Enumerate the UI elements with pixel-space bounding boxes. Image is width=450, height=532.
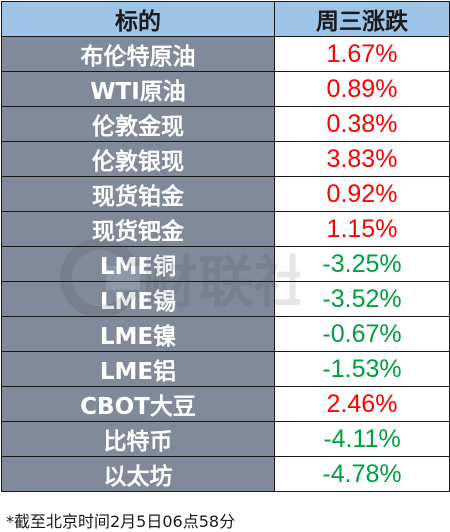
- header-wednesday-change: 周三涨跌: [274, 1, 450, 37]
- table-row: WTI原油 0.89%: [1, 71, 450, 107]
- asset-name: 伦敦金现: [1, 106, 275, 142]
- table-row: 伦敦银现 3.83%: [1, 141, 450, 177]
- table-row: 比特币 -4.11%: [1, 421, 450, 457]
- change-value: 2.46%: [274, 386, 450, 422]
- asset-name: LME镍: [1, 316, 275, 352]
- asset-name: 现货钯金: [1, 211, 275, 247]
- asset-name: 比特币: [1, 421, 275, 457]
- change-value: 1.67%: [274, 36, 450, 72]
- table-row: LME铝 -1.53%: [1, 351, 450, 387]
- asset-name: 现货铂金: [1, 176, 275, 212]
- change-value: 3.83%: [274, 141, 450, 177]
- asset-name: LME锡: [1, 281, 275, 317]
- table-row: CBOT大豆 2.46%: [1, 386, 450, 422]
- table-row: 布伦特原油 1.67%: [1, 36, 450, 72]
- table-row: LME镍 -0.67%: [1, 316, 450, 352]
- asset-name: 布伦特原油: [1, 36, 275, 72]
- change-value: 0.38%: [274, 106, 450, 142]
- asset-name: WTI原油: [1, 71, 275, 107]
- change-value: -4.78%: [274, 456, 450, 492]
- table-row: 伦敦金现 0.38%: [1, 106, 450, 142]
- table-row: 现货铂金 0.92%: [1, 176, 450, 212]
- table-row: 以太坊 -4.78%: [1, 456, 450, 492]
- footnote: *截至北京时间2月5日06点58分: [6, 512, 236, 531]
- change-value: 1.15%: [274, 211, 450, 247]
- asset-name: LME铝: [1, 351, 275, 387]
- change-value: 0.89%: [274, 71, 450, 107]
- header-row: 标的 周三涨跌: [1, 1, 450, 37]
- asset-name: LME铜: [1, 246, 275, 282]
- asset-name: 以太坊: [1, 456, 275, 492]
- change-value: -0.67%: [274, 316, 450, 352]
- price-change-table: 标的 周三涨跌 布伦特原油 1.67% WTI原油 0.89% 伦敦金现 0.38% 伦敦银…: [1, 1, 450, 492]
- change-value: -1.53%: [274, 351, 450, 387]
- change-value: -3.52%: [274, 281, 450, 317]
- change-value: -3.25%: [274, 246, 450, 282]
- table-row: LME锡 -3.52%: [1, 281, 450, 317]
- asset-name: CBOT大豆: [1, 386, 275, 422]
- header-asset: 标的: [1, 1, 275, 37]
- change-value: -4.11%: [274, 421, 450, 457]
- change-value: 0.92%: [274, 176, 450, 212]
- table-row: LME铜 -3.25%: [1, 246, 450, 282]
- asset-name: 伦敦银现: [1, 141, 275, 177]
- table-row: 现货钯金 1.15%: [1, 211, 450, 247]
